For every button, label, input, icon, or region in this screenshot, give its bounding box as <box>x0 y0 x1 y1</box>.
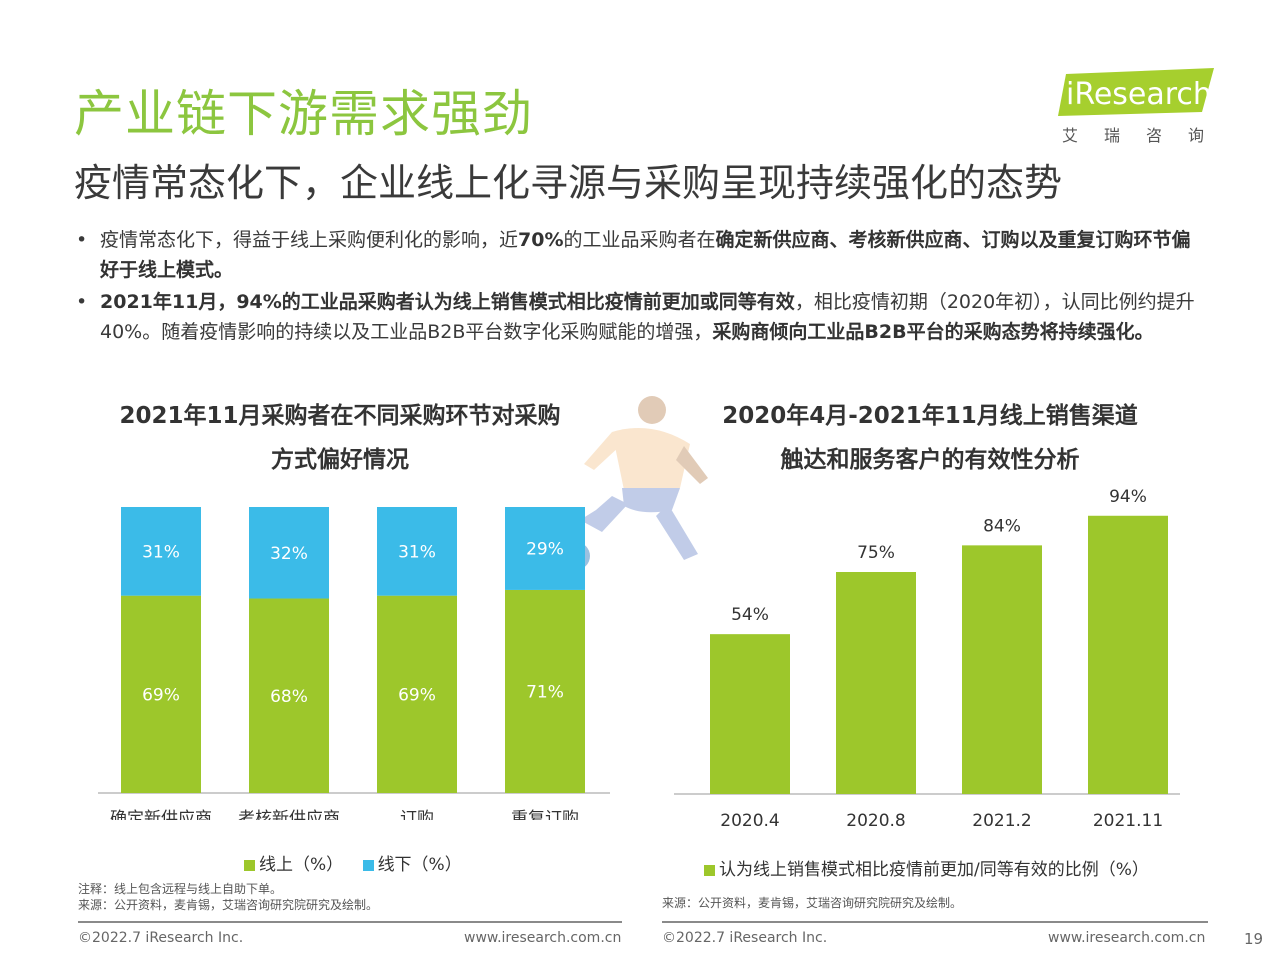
right-legend-label: 认为线上销售模式相比疫情前更加/同等有效的比例（%） <box>719 860 1149 880</box>
left-bar-online-2 <box>249 598 329 793</box>
right-bar-3 <box>962 545 1042 794</box>
left-bar-label-offline-2: 32% <box>270 544 308 564</box>
logo-cn-text: 艾瑞咨询 <box>1062 126 1231 145</box>
logo-wordmark: iResearch <box>1066 77 1212 112</box>
legend-online: 线上（%） <box>244 855 343 875</box>
left-bar-offline-3 <box>377 507 457 596</box>
left-bar-label-offline-1: 31% <box>142 542 180 562</box>
right-chart-title-line-1: 2020年4月-2021年11月线上销售渠道 <box>722 403 1138 429</box>
left-note: 注释：线上包含远程与线上自助下单。 <box>78 882 283 896</box>
left-bar-label-online-1: 69% <box>142 685 180 705</box>
left-x-tick-1: 确定新供应商 <box>110 809 212 820</box>
right-x-tick-1: 2020.4 <box>720 811 779 831</box>
right-legend: 认为线上销售模式相比疫情前更加/同等有效的比例（%） <box>704 855 1149 880</box>
bullet-2: • 2021年11月，94%的工业品采购者认为线上销售模式相比疫情前更加或同等有效… <box>76 291 1195 343</box>
right-x-tick-4: 2021.11 <box>1093 811 1163 831</box>
iresearch-logo: iResearch <box>1058 68 1214 116</box>
legend-online-label: 线上（%） <box>259 855 344 875</box>
left-bar-label-online-3: 69% <box>398 685 436 705</box>
bullet-1-part-1: 疫情常态化下，得益于线上采购便利化的影响，近 <box>100 229 519 251</box>
left-bar-offline-1 <box>121 507 201 596</box>
right-bar-4 <box>1088 515 1168 794</box>
left-bar-label-online-2: 68% <box>270 687 308 707</box>
left-x-tick-4: 重复订购 <box>511 809 579 820</box>
right-x-tick-3: 2021.2 <box>972 811 1031 831</box>
left-bar-online-4 <box>505 589 585 793</box>
legend-offline: 线下（%） <box>362 855 462 875</box>
footer-rule-left <box>78 921 622 923</box>
bullet-2-part-3: 采购商倾向工业品B2B平台的采购态势将持续强化。 <box>712 321 1154 343</box>
footer-copyright-left: ©2022.7 iResearch Inc. <box>78 930 244 946</box>
left-chart-title-line-2: 方式偏好情况 <box>271 447 409 473</box>
left-bar-online-1 <box>121 595 201 793</box>
legend-offline-swatch <box>362 859 374 871</box>
left-bar-offline-4 <box>505 507 585 590</box>
right-x-tick-2: 2020.8 <box>846 811 905 831</box>
footer-url-right[interactable]: www.iresearch.com.cn <box>1048 930 1206 946</box>
left-chart: 69% 31% 确定新供应商 68% 32% 考核新供应商 69% 31% 订购 71% 29% 重复… <box>98 507 610 820</box>
right-source: 来源：公开资料，麦肯锡，艾瑞咨询研究院研究及绘制。 <box>662 896 963 910</box>
right-bar-label-1: 54% <box>731 605 769 625</box>
bullet-1-part-4: 确定新供应商、考核新供应商、订购以及重复订购环节偏好于线上模式。 <box>100 229 1191 281</box>
right-chart-title: 2020年4月-2021年11月线上销售渠道 触达和服务客户的有效性分析 <box>680 394 1180 482</box>
legend-online-swatch <box>244 859 255 871</box>
bullet-list: • 疫情常态化下，得益于线上采购便利化的影响，近70%的工业品采购者在确定新供应商… <box>74 225 1204 349</box>
left-legend: 线上（%） 线下（%） <box>244 850 462 875</box>
footer-url-left[interactable]: www.iresearch.com.cn <box>464 930 622 946</box>
bullet-1: • 疫情常态化下，得益于线上采购便利化的影响，近70%的工业品采购者在确定新供应商… <box>76 229 1191 281</box>
left-bar-label-online-4: 71% <box>526 682 564 702</box>
left-bar-label-offline-4: 29% <box>526 539 564 559</box>
bullet-2-text: 2021年11月，94%的工业品采购者认为线上销售模式相比疫情前更加或同等有效，… <box>100 291 1195 343</box>
footer-rule-right <box>662 921 1208 923</box>
left-chart-title: 2021年11月采购者在不同采购环节对采购 方式偏好情况 <box>90 394 590 482</box>
page-number: 19 <box>1244 930 1264 948</box>
right-bar-label-2: 75% <box>857 543 895 563</box>
right-bar-2 <box>836 572 916 794</box>
footer-copyright-right: ©2022.7 iResearch Inc. <box>662 930 828 946</box>
bullet-1-part-2: 70% <box>518 229 564 251</box>
right-bar-1 <box>710 634 790 794</box>
page-subtitle: 疫情常态化下，企业线上化寻源与采购呈现持续强化的态势 <box>74 161 1063 205</box>
right-chart: 54% 2020.4 75% 2020.8 84% 2021.2 94% 2021.11 <box>674 487 1180 831</box>
left-x-tick-2: 考核新供应商 <box>238 809 340 820</box>
right-bar-label-4: 94% <box>1109 487 1147 507</box>
left-source: 来源：公开资料，麦肯锡，艾瑞咨询研究院研究及绘制。 <box>78 898 379 912</box>
bullet-2-part-2: ，相比疫情初期（2020年初），认同比例约提升40%。随着疫情影响的持续以及工业… <box>100 291 1195 343</box>
left-bar-offline-2 <box>249 507 329 599</box>
page-title: 产业链下游需求强劲 <box>74 85 533 143</box>
left-x-tick-3: 订购 <box>400 809 434 820</box>
left-chart-title-line-1: 2021年11月采购者在不同采购环节对采购 <box>119 403 561 429</box>
left-bar-online-3 <box>377 595 457 793</box>
left-bar-label-offline-3: 31% <box>398 542 436 562</box>
right-chart-title-line-2: 触达和服务客户的有效性分析 <box>780 447 1080 473</box>
right-bar-label-3: 84% <box>983 516 1021 536</box>
bullet-2-part-1: 2021年11月，94%的工业品采购者认为线上销售模式相比疫情前更加或同等有效 <box>100 291 795 313</box>
bullet-1-part-3: 的工业品采购者在 <box>563 229 716 251</box>
legend-offline-label: 线下（%） <box>377 855 462 875</box>
right-legend-swatch <box>704 864 715 876</box>
bullet-1-text: 疫情常态化下，得益于线上采购便利化的影响，近70%的工业品采购者在确定新供应商、… <box>100 229 1191 281</box>
